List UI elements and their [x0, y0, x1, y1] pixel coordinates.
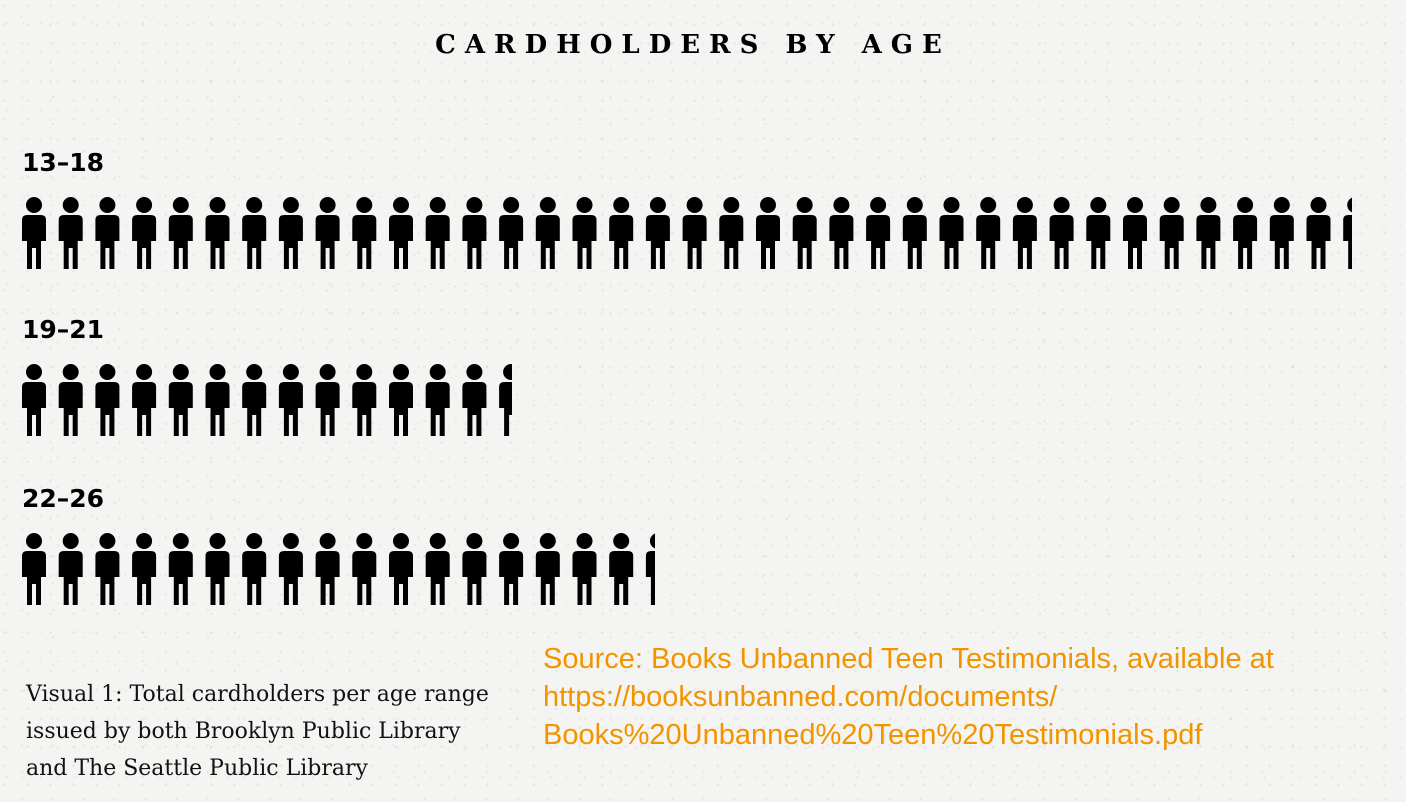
person-icon: [389, 364, 413, 436]
pictogram-1: [22, 364, 512, 436]
person-icon: [389, 533, 413, 605]
caption-line-1: Visual 1: Total cardholders per age rang…: [26, 682, 489, 707]
person-icon: [866, 197, 891, 269]
person-icon: [609, 533, 634, 605]
icon-row-19-21: [20, 363, 512, 437]
person-icon: [1196, 197, 1221, 269]
chart-title: CARDHOLDERS BY AGE: [435, 30, 951, 60]
person-icon: [168, 533, 193, 605]
person-icon: [278, 364, 303, 436]
source-line-1: Source: Books Unbanned Teen Testimonials…: [543, 643, 1274, 675]
person-icon: [572, 533, 597, 605]
person-icon: [242, 364, 267, 436]
person-icon: [425, 364, 450, 436]
person-icon: [1123, 197, 1147, 269]
person-icon: [902, 197, 927, 269]
person-icon: [95, 364, 120, 436]
person-icon: [242, 197, 267, 269]
person-icon: [315, 197, 340, 269]
person-icon: [609, 197, 634, 269]
person-icon: [1086, 197, 1111, 269]
pictogram-0: [22, 197, 1352, 269]
person-icon: [58, 197, 83, 269]
person-icon: [425, 197, 450, 269]
person-icon: [315, 364, 340, 436]
pictogram-2: [22, 533, 655, 605]
person-icon: [535, 197, 560, 269]
person-icon: [939, 197, 964, 269]
person-icon: [205, 533, 230, 605]
caption-line-3: and The Seattle Public Library: [26, 756, 368, 781]
person-icon: [425, 533, 450, 605]
person-icon: [22, 197, 46, 269]
icon-row-22-26: [20, 532, 655, 606]
person-icon: [1233, 197, 1258, 269]
person-icon: [58, 364, 83, 436]
person-icon: [462, 533, 487, 605]
person-icon: [205, 364, 230, 436]
person-icon: [1343, 197, 1352, 269]
person-icon: [462, 364, 487, 436]
person-icon: [756, 197, 780, 269]
person-icon: [58, 533, 83, 605]
figure-caption: Visual 1: Total cardholders per age rang…: [26, 676, 536, 787]
person-icon: [462, 197, 487, 269]
group-label-13-18: 13–18: [22, 148, 105, 177]
person-icon: [572, 197, 597, 269]
person-icon: [168, 364, 193, 436]
person-icon: [719, 197, 744, 269]
caption-line-2: issued by both Brooklyn Public Library: [26, 719, 461, 744]
person-icon: [22, 364, 46, 436]
person-icon: [1306, 197, 1331, 269]
person-icon: [829, 197, 854, 269]
group-label-22-26: 22–26: [22, 484, 105, 513]
person-icon: [682, 197, 707, 269]
person-icon: [242, 533, 267, 605]
person-icon: [278, 197, 303, 269]
person-icon: [1159, 197, 1184, 269]
source-note: Source: Books Unbanned Teen Testimonials…: [543, 640, 1403, 754]
group-label-19-21: 19–21: [22, 315, 105, 344]
person-icon: [95, 533, 120, 605]
person-icon: [95, 197, 120, 269]
person-icon: [535, 533, 560, 605]
person-icon: [1049, 197, 1074, 269]
icon-row-13-18: [20, 196, 1352, 270]
person-icon: [499, 364, 512, 436]
person-icon: [22, 533, 46, 605]
source-url-line-1[interactable]: https://booksunbanned.com/documents/: [543, 681, 1058, 713]
person-icon: [205, 197, 230, 269]
person-icon: [132, 364, 157, 436]
person-icon: [278, 533, 303, 605]
person-icon: [132, 197, 157, 269]
person-icon: [315, 533, 340, 605]
person-icon: [1012, 197, 1037, 269]
person-icon: [499, 197, 524, 269]
person-icon: [352, 533, 377, 605]
person-icon: [792, 197, 817, 269]
person-icon: [499, 533, 524, 605]
source-url-line-2[interactable]: Books%20Unbanned%20Teen%20Testimonials.p…: [543, 719, 1203, 751]
person-icon: [645, 197, 670, 269]
person-icon: [352, 364, 377, 436]
person-icon: [1269, 197, 1294, 269]
person-icon: [389, 197, 413, 269]
person-icon: [645, 533, 655, 605]
person-icon: [168, 197, 193, 269]
person-icon: [352, 197, 377, 269]
person-icon: [976, 197, 1001, 269]
person-icon: [132, 533, 157, 605]
